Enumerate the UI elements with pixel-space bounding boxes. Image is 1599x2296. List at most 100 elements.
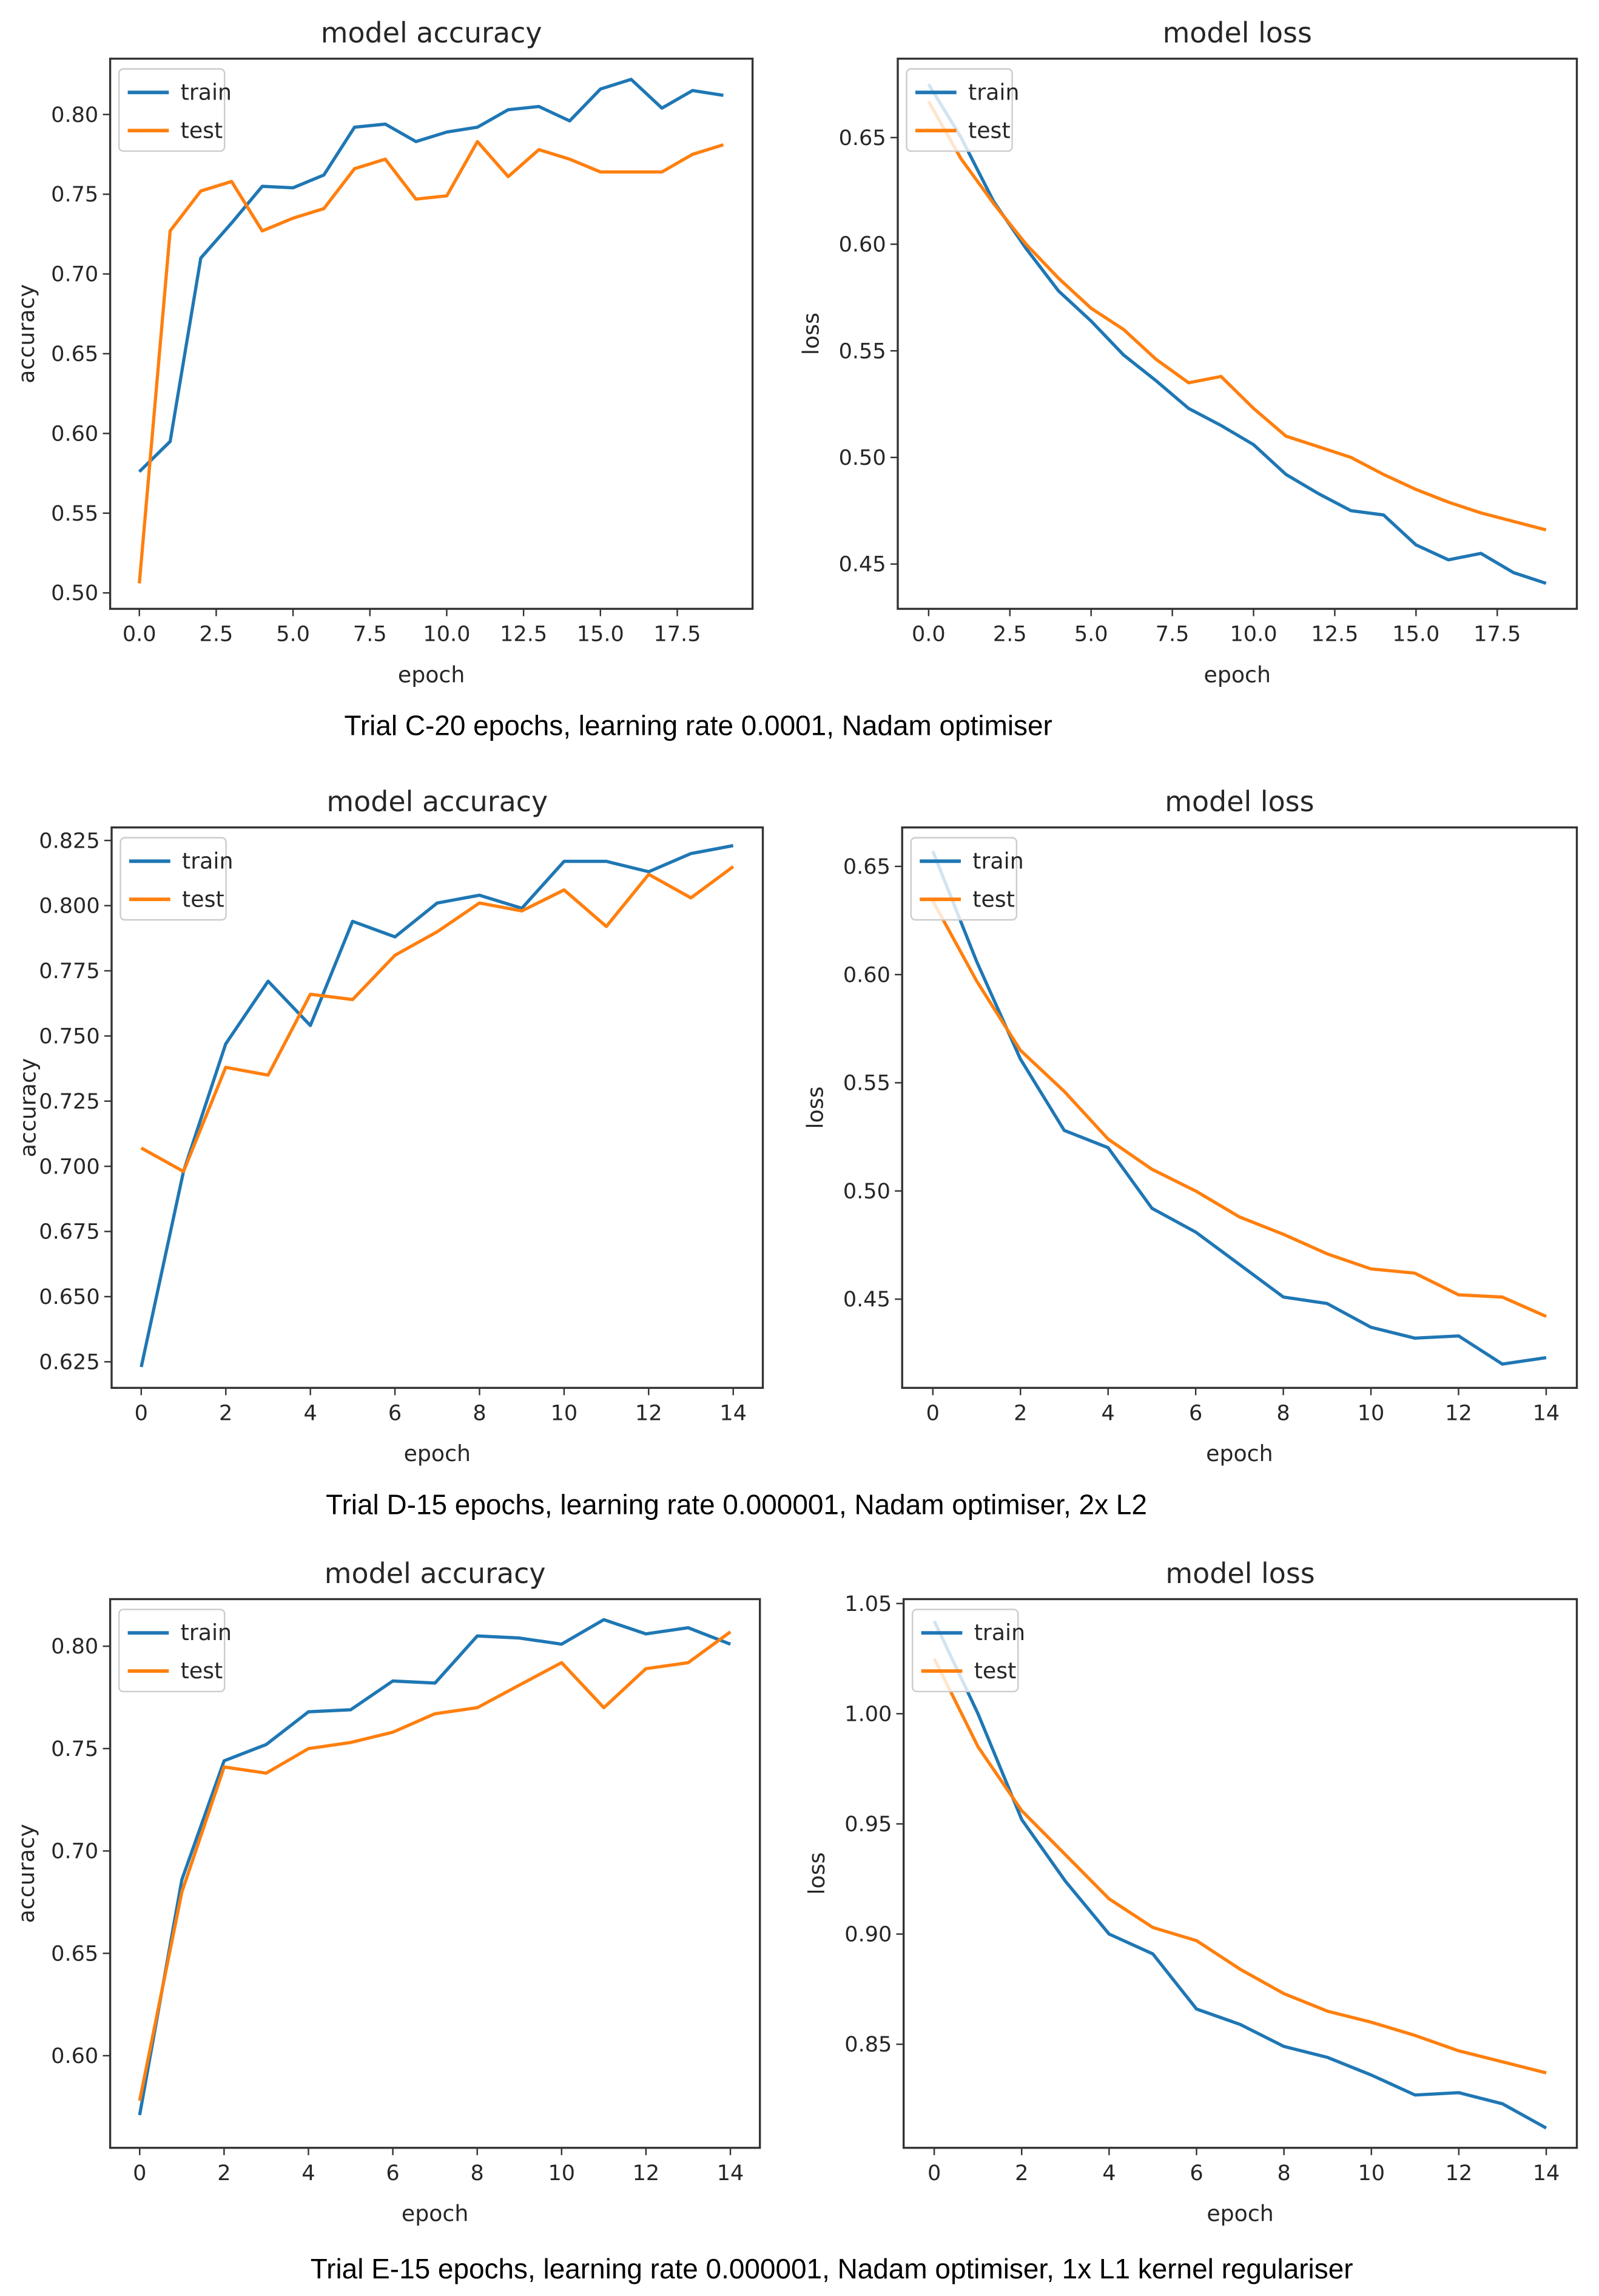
y-tick-label: 0.650	[39, 1285, 99, 1309]
plot-frame	[901, 826, 1578, 1389]
y-tick-label: 0.55	[843, 1071, 890, 1096]
legend: train test	[118, 1609, 232, 1693]
legend-label-test: test	[181, 117, 223, 143]
x-tick-label: 14	[1533, 1401, 1560, 1426]
series-line-train	[138, 1618, 732, 2116]
y-tick-label: 0.70	[51, 262, 98, 287]
series-line-train	[932, 1620, 1547, 2130]
x-tick-label: 10	[551, 1401, 578, 1426]
legend-label-train: train	[181, 1619, 232, 1646]
y-tick-label: 0.95	[844, 1812, 892, 1837]
x-tick-label: 12.5	[500, 622, 547, 647]
chart-loss: model loss 0.0 2.5 5.0 7.5 10.0 12.5 15.0 17.5 0.…	[798, 16, 1578, 687]
y-tick-label: 0.60	[843, 962, 890, 987]
series-line-test	[931, 900, 1547, 1319]
legend: train test	[911, 1609, 1025, 1693]
y-axis-label: accuracy	[13, 1824, 39, 1923]
x-axis-label: epoch	[404, 1440, 471, 1467]
x-tick-label: 6	[386, 2161, 399, 2186]
y-tick-label: 0.750	[39, 1024, 99, 1048]
y-tick-label: 0.825	[39, 828, 99, 853]
x-tick-label: 12	[1445, 1401, 1472, 1426]
chart-title: model loss	[1163, 16, 1312, 49]
y-axis-label: loss	[803, 1086, 829, 1129]
x-tick-label: 12	[633, 2161, 660, 2186]
series-line-train	[140, 844, 734, 1368]
x-tick-label: 4	[301, 2161, 315, 2186]
x-tick-label: 2	[1014, 1401, 1027, 1426]
legend: train test	[120, 837, 233, 921]
plot-frame	[897, 58, 1578, 610]
legend-label-train: train	[181, 79, 232, 105]
x-tick-label: 6	[388, 1401, 402, 1426]
x-tick-label: 12.5	[1311, 622, 1358, 647]
legend-label-test: test	[181, 1658, 223, 1684]
legend-label-test: test	[968, 117, 1011, 143]
series-line-test	[927, 100, 1547, 532]
x-tick-label: 4	[1102, 2161, 1116, 2186]
series-line-train	[931, 850, 1547, 1366]
y-tick-label: 0.60	[51, 2044, 98, 2068]
x-tick-label: 8	[1277, 2161, 1290, 2186]
x-tick-label: 14	[717, 2161, 744, 2186]
legend-label-test: test	[972, 886, 1015, 912]
x-axis-label: epoch	[1204, 661, 1271, 687]
x-tick-label: 8	[1276, 1401, 1290, 1426]
x-tick-label: 10.0	[423, 622, 470, 647]
series-line-test	[932, 1658, 1547, 2075]
legend-label-test: test	[974, 1658, 1017, 1684]
x-tick-label: 7.5	[353, 622, 387, 647]
y-tick-label: 0.65	[51, 1941, 98, 1966]
y-tick-label: 0.775	[39, 959, 99, 984]
y-tick-label: 0.60	[839, 232, 886, 257]
y-tick-label: 0.700	[39, 1154, 99, 1179]
plot-frame	[902, 1598, 1578, 2149]
y-tick-label: 0.45	[843, 1287, 890, 1312]
x-axis-label: epoch	[1206, 1440, 1273, 1467]
legend: train test	[906, 68, 1019, 152]
x-axis-label: epoch	[398, 661, 465, 687]
chart-title: model accuracy	[321, 16, 542, 49]
x-tick-label: 10	[1358, 2161, 1385, 2186]
y-tick-label: 0.65	[843, 854, 890, 879]
y-tick-label: 0.625	[39, 1349, 99, 1374]
series-line-train	[138, 78, 724, 473]
x-tick-label: 0.0	[912, 622, 946, 647]
x-tick-label: 12	[1446, 2161, 1473, 2186]
x-tick-label: 6	[1189, 1401, 1202, 1426]
x-tick-label: 14	[1533, 2161, 1560, 2186]
chart-loss: model loss 0 2 4 6 8 10 12 14 0.45 0.50 0.55 0.60 0.6…	[803, 785, 1578, 1467]
x-tick-label: 2	[1015, 2161, 1028, 2186]
chart-title: model accuracy	[325, 1557, 546, 1590]
y-tick-label: 0.45	[839, 552, 886, 577]
x-tick-label: 10	[1358, 1401, 1385, 1426]
y-tick-label: 0.60	[51, 421, 98, 446]
x-tick-label: 2.5	[200, 622, 234, 647]
series-line-test	[138, 140, 724, 584]
y-tick-label: 0.90	[844, 1922, 892, 1947]
legend-label-train: train	[974, 1619, 1025, 1646]
y-tick-label: 0.75	[51, 182, 98, 207]
y-tick-label: 0.55	[839, 339, 886, 363]
legend: train test	[118, 68, 232, 152]
chart-title: model accuracy	[326, 785, 548, 818]
y-tick-label: 0.80	[51, 1634, 98, 1659]
y-tick-label: 1.05	[844, 1592, 892, 1616]
x-tick-label: 17.5	[653, 622, 701, 647]
y-tick-label: 0.50	[51, 581, 98, 606]
x-tick-label: 4	[303, 1401, 317, 1426]
x-tick-label: 4	[1102, 1401, 1115, 1426]
series-line-test	[140, 865, 735, 1173]
chart-accuracy: model accuracy 0.0 2.5 5.0 7.5 10.0 12.5 15.0 17…	[13, 16, 754, 687]
x-tick-label: 10	[548, 2161, 576, 2186]
legend-label-train: train	[972, 848, 1023, 874]
x-tick-label: 0	[133, 2161, 146, 2186]
x-tick-label: 2	[219, 1401, 232, 1426]
y-tick-label: 0.65	[839, 126, 886, 150]
x-tick-label: 7.5	[1156, 622, 1190, 647]
y-tick-label: 0.75	[51, 1737, 98, 1761]
chart-title: model loss	[1165, 785, 1314, 818]
x-tick-label: 6	[1190, 2161, 1203, 2186]
x-tick-label: 10.0	[1230, 622, 1277, 647]
